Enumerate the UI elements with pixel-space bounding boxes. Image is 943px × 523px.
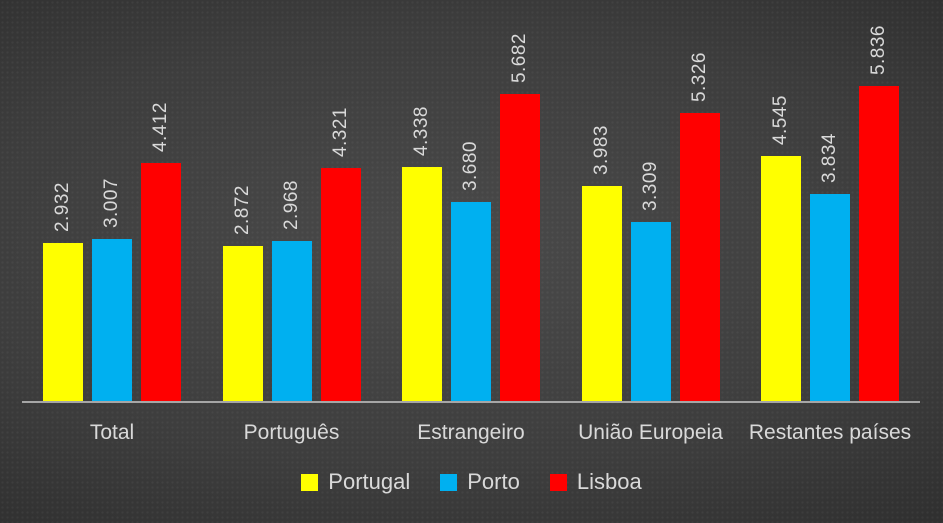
legend-label-portugal: Portugal [328, 469, 411, 494]
data-label-porto-restantes-paises: 3.834 [819, 132, 840, 183]
bar-lisboa-portugues[interactable]: 4.321 [320, 107, 361, 401]
bar-portugal-estrangeiro[interactable]: 4.338 [402, 106, 442, 401]
bar-lisboa-estrangeiro[interactable]: 5.682 [500, 33, 540, 401]
data-label-portugal-uniao-europeia: 3.983 [590, 124, 612, 175]
bar-porto-restantes-paises[interactable]: 3.834 [810, 133, 850, 401]
x-axis-baseline [22, 401, 920, 403]
data-label-lisboa-total: 4.412 [150, 101, 171, 152]
legend: Portugal Porto Lisboa [0, 469, 943, 495]
bar-lisboa-restantes-paises[interactable]: 5.836 [859, 25, 899, 401]
bar-lisboa-uniao-europeia[interactable]: 5.326 [679, 52, 720, 401]
data-label-porto-estrangeiro: 3.680 [460, 140, 481, 191]
legend-item-portugal[interactable]: Portugal [301, 469, 410, 495]
data-label-portugal-total: 2.932 [52, 181, 73, 232]
data-label-portugal-estrangeiro: 4.338 [411, 105, 432, 156]
bar-portugal-total[interactable]: 2.932 [43, 182, 83, 401]
category-label-total: Total [89, 421, 135, 444]
category-label-portugues: Português [243, 421, 340, 444]
legend-swatch-portugal [301, 473, 319, 491]
data-label-portugal-restantes-paises: 4.545 [770, 94, 791, 145]
data-label-portugal-portugues: 2.872 [231, 184, 253, 235]
data-label-porto-portugues: 2.968 [280, 179, 302, 230]
data-label-lisboa-uniao-europeia: 5.326 [688, 51, 710, 102]
data-label-lisboa-restantes-paises: 5.836 [868, 24, 889, 75]
legend-swatch-lisboa [549, 473, 567, 491]
category-label-restantes-paises: Restantes países [748, 421, 912, 444]
bar-porto-portugues[interactable]: 2.968 [271, 180, 312, 401]
bar-portugal-portugues[interactable]: 2.872 [222, 185, 263, 401]
bar-lisboa-total[interactable]: 4.412 [141, 102, 181, 401]
bar-portugal-restantes-paises[interactable]: 4.545 [761, 95, 801, 401]
bar-portugal-uniao-europeia[interactable]: 3.983 [581, 125, 622, 401]
data-label-porto-total: 3.007 [101, 177, 122, 228]
legend-item-lisboa[interactable]: Lisboa [549, 469, 642, 495]
data-label-lisboa-portugues: 4.321 [329, 106, 351, 157]
data-label-lisboa-estrangeiro: 5.682 [509, 32, 530, 83]
bar-porto-uniao-europeia[interactable]: 3.309 [630, 161, 671, 401]
legend-label-porto: Porto [467, 469, 520, 494]
bar-porto-estrangeiro[interactable]: 3.680 [451, 141, 491, 401]
category-label-uniao-europeia: União Europeia [578, 421, 723, 444]
legend-item-porto[interactable]: Porto [440, 469, 520, 495]
data-label-porto-uniao-europeia: 3.309 [639, 160, 661, 211]
plot-area: 2.932 3.007 4.412 2.872 2.968 4.321 4.338 3.680… [43, 25, 899, 401]
bar-porto-total[interactable]: 3.007 [92, 178, 132, 401]
legend-label-lisboa: Lisboa [576, 469, 642, 494]
category-label-estrangeiro: Estrangeiro [417, 421, 525, 444]
legend-swatch-porto [440, 473, 458, 491]
